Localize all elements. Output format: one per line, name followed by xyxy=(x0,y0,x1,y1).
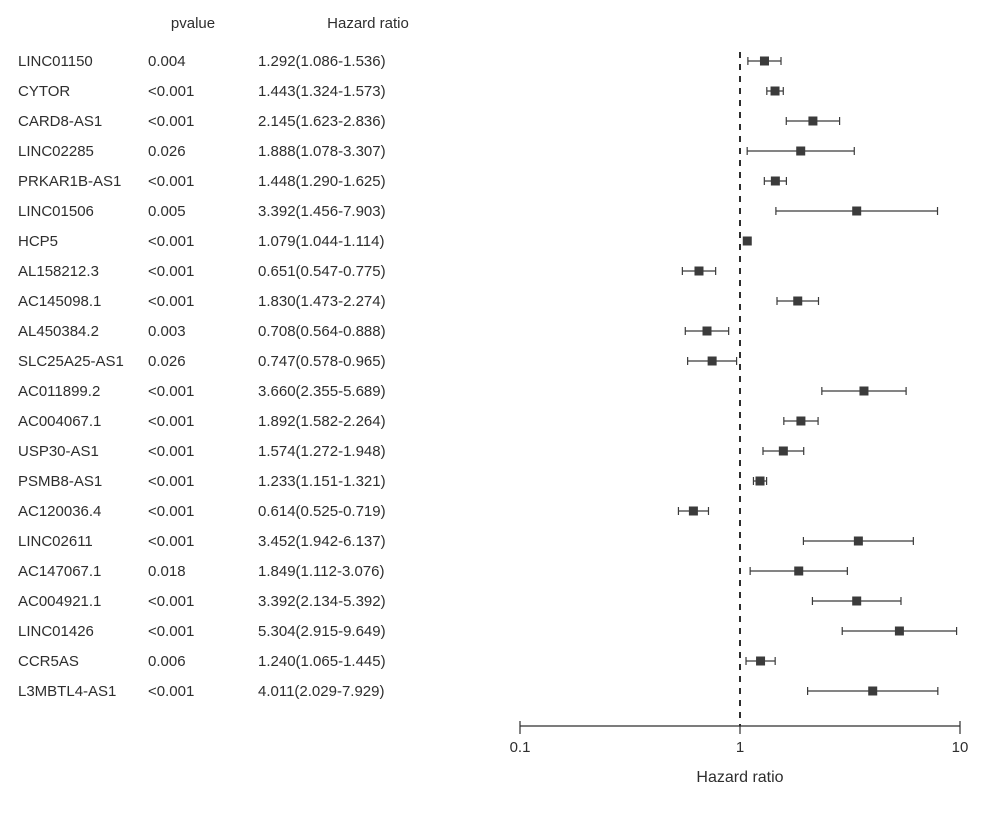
row-pvalue: 0.004 xyxy=(148,53,238,70)
row-label: AC147067.1 xyxy=(0,563,148,580)
row-label: AC120036.4 xyxy=(0,503,148,520)
row-hr-text: 1.574(1.272-1.948) xyxy=(238,443,478,460)
row-pvalue: <0.001 xyxy=(148,263,238,280)
hr-marker xyxy=(852,597,861,606)
row-hr-text: 0.708(0.564-0.888) xyxy=(238,323,478,340)
table-header: pvalue Hazard ratio xyxy=(0,0,1000,46)
row-hr-text: 3.392(2.134-5.392) xyxy=(238,593,478,610)
hr-marker xyxy=(760,57,769,66)
row-pvalue: <0.001 xyxy=(148,443,238,460)
row-hr-text: 3.392(1.456-7.903) xyxy=(238,203,478,220)
hr-marker xyxy=(793,297,802,306)
row-label: PSMB8-AS1 xyxy=(0,473,148,490)
hr-marker xyxy=(756,477,765,486)
row-pvalue: 0.026 xyxy=(148,143,238,160)
hr-marker xyxy=(796,417,805,426)
hr-marker xyxy=(895,627,904,636)
row-hr-text: 1.233(1.151-1.321) xyxy=(238,473,478,490)
hr-marker xyxy=(859,387,868,396)
row-label: USP30-AS1 xyxy=(0,443,148,460)
hr-marker xyxy=(794,567,803,576)
row-label: LINC01150 xyxy=(0,53,148,70)
row-pvalue: <0.001 xyxy=(148,593,238,610)
header-pvalue: pvalue xyxy=(148,15,238,32)
row-hr-text: 0.747(0.578-0.965) xyxy=(238,353,478,370)
row-hr-text: 1.830(1.473-2.274) xyxy=(238,293,478,310)
row-hr-text: 1.448(1.290-1.625) xyxy=(238,173,478,190)
hr-marker xyxy=(771,177,780,186)
row-label: LINC01506 xyxy=(0,203,148,220)
row-pvalue: <0.001 xyxy=(148,113,238,130)
hr-marker xyxy=(743,237,752,246)
row-pvalue: <0.001 xyxy=(148,683,238,700)
row-hr-text: 1.888(1.078-3.307) xyxy=(238,143,478,160)
row-hr-text: 1.079(1.044-1.114) xyxy=(238,233,478,250)
row-label: LINC02611 xyxy=(0,533,148,550)
row-pvalue: 0.003 xyxy=(148,323,238,340)
hr-marker xyxy=(808,117,817,126)
row-pvalue: <0.001 xyxy=(148,623,238,640)
hr-marker xyxy=(868,687,877,696)
row-hr-text: 3.452(1.942-6.137) xyxy=(238,533,478,550)
row-hr-text: 4.011(2.029-7.929) xyxy=(238,683,478,700)
header-hazard-ratio: Hazard ratio xyxy=(238,15,478,32)
row-label: AC011899.2 xyxy=(0,383,148,400)
forest-plot: 0.1 1 10 Hazard ratio xyxy=(490,46,980,796)
hr-marker xyxy=(771,87,780,96)
row-hr-text: 5.304(2.915-9.649) xyxy=(238,623,478,640)
row-pvalue: <0.001 xyxy=(148,473,238,490)
row-label: L3MBTL4-AS1 xyxy=(0,683,148,700)
row-pvalue: <0.001 xyxy=(148,503,238,520)
x-tick-label: 1 xyxy=(736,739,744,756)
row-pvalue: 0.006 xyxy=(148,653,238,670)
row-label: AC145098.1 xyxy=(0,293,148,310)
row-hr-text: 1.849(1.112-3.076) xyxy=(238,563,478,580)
row-pvalue: 0.026 xyxy=(148,353,238,370)
row-hr-text: 1.892(1.582-2.264) xyxy=(238,413,478,430)
row-pvalue: <0.001 xyxy=(148,233,238,250)
hr-marker xyxy=(756,657,765,666)
row-pvalue: <0.001 xyxy=(148,173,238,190)
row-pvalue: <0.001 xyxy=(148,413,238,430)
row-label: HCP5 xyxy=(0,233,148,250)
hr-marker xyxy=(708,357,717,366)
row-pvalue: 0.005 xyxy=(148,203,238,220)
row-label: AL158212.3 xyxy=(0,263,148,280)
row-label: LINC01426 xyxy=(0,623,148,640)
row-hr-text: 0.651(0.547-0.775) xyxy=(238,263,478,280)
row-label: SLC25A25-AS1 xyxy=(0,353,148,370)
row-pvalue: <0.001 xyxy=(148,533,238,550)
row-label: PRKAR1B-AS1 xyxy=(0,173,148,190)
row-label: AL450384.2 xyxy=(0,323,148,340)
row-label: CARD8-AS1 xyxy=(0,113,148,130)
hr-marker xyxy=(689,507,698,516)
hr-marker xyxy=(703,327,712,336)
x-axis-title: Hazard ratio xyxy=(696,769,783,786)
row-hr-text: 2.145(1.623-2.836) xyxy=(238,113,478,130)
row-hr-text: 1.240(1.065-1.445) xyxy=(238,653,478,670)
row-pvalue: <0.001 xyxy=(148,383,238,400)
hr-marker xyxy=(852,207,861,216)
hr-marker xyxy=(694,267,703,276)
row-label: AC004921.1 xyxy=(0,593,148,610)
hr-marker xyxy=(796,147,805,156)
hr-marker xyxy=(779,447,788,456)
row-label: CCR5AS xyxy=(0,653,148,670)
x-tick-label: 10 xyxy=(952,739,969,756)
row-hr-text: 0.614(0.525-0.719) xyxy=(238,503,478,520)
row-pvalue: <0.001 xyxy=(148,293,238,310)
row-pvalue: 0.018 xyxy=(148,563,238,580)
row-label: CYTOR xyxy=(0,83,148,100)
row-hr-text: 1.443(1.324-1.573) xyxy=(238,83,478,100)
row-pvalue: <0.001 xyxy=(148,83,238,100)
x-tick-label: 0.1 xyxy=(510,739,531,756)
row-hr-text: 1.292(1.086-1.536) xyxy=(238,53,478,70)
row-hr-text: 3.660(2.355-5.689) xyxy=(238,383,478,400)
row-label: AC004067.1 xyxy=(0,413,148,430)
row-label: LINC02285 xyxy=(0,143,148,160)
hr-marker xyxy=(854,537,863,546)
